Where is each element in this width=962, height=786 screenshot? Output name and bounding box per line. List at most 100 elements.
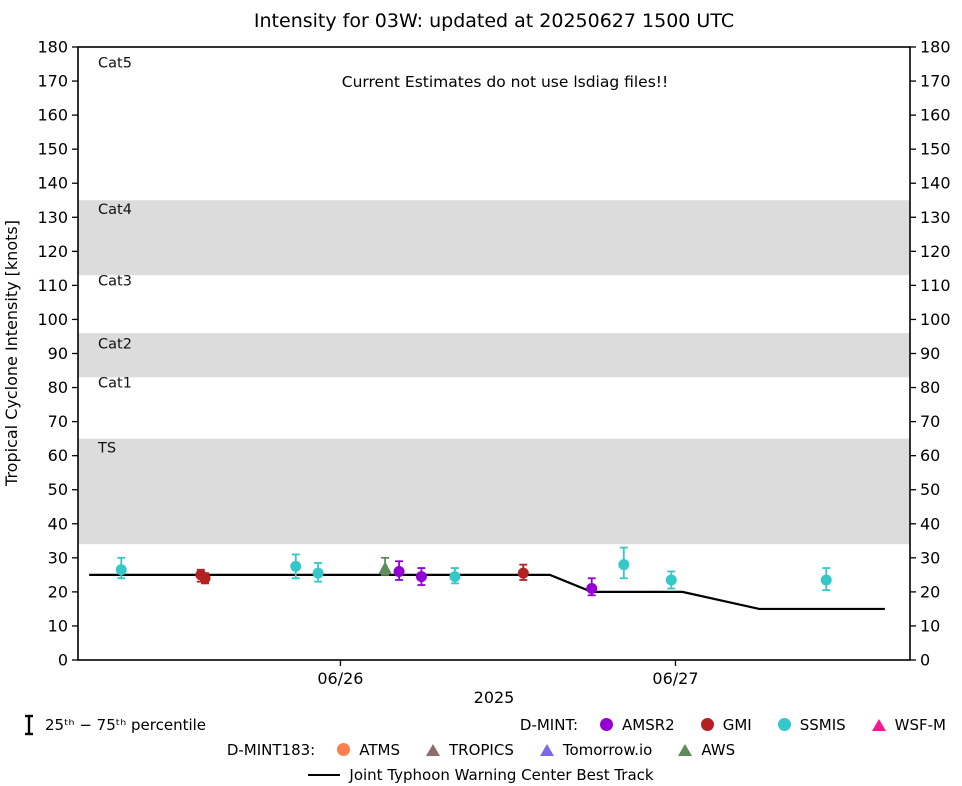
legend-item-label: Joint Typhoon Warning Center Best Track — [349, 765, 654, 784]
legend-best-track: Joint Typhoon Warning Center Best Track — [308, 765, 654, 784]
ytick-right: 20 — [920, 582, 940, 601]
point-AMSR2 — [586, 582, 598, 594]
ytick-right: 180 — [920, 38, 951, 57]
band-TS — [78, 438, 910, 545]
legend-group-dmint-items: AMSR2 GMI SSMIS WSF-M — [600, 716, 946, 734]
legend-group-dmint183-items: ATMS TROPICS Tomorrow.io AWS — [337, 741, 735, 759]
triangle-marker-icon — [425, 743, 440, 756]
ytick-right: 50 — [920, 480, 940, 499]
ytick-left: 70 — [48, 412, 68, 431]
ytick-left: 60 — [48, 446, 68, 465]
circle-marker-icon — [700, 718, 714, 731]
ytick-left: 10 — [48, 616, 68, 635]
band-Cat2 — [78, 333, 910, 378]
ytick-right: 10 — [920, 616, 940, 635]
legend-item-joint-typhoon-warning-center-best-track: Joint Typhoon Warning Center Best Track — [308, 765, 654, 784]
point-AMSR2 — [393, 565, 405, 577]
ytick-left: 80 — [48, 378, 68, 397]
legend-item-wsf-m: WSF-M — [871, 715, 946, 734]
ytick-right: 40 — [920, 514, 940, 533]
legend-item-label: WSF-M — [894, 715, 946, 734]
legend-item-atms: ATMS — [337, 741, 400, 759]
circle-marker-icon — [337, 743, 351, 756]
legend-percentile: 25ᵗʰ − 75ᵗʰ percentile — [22, 713, 206, 737]
legend-item-label: SSMIS — [799, 715, 846, 734]
legend-group-dmint-label: D-MINT: — [519, 715, 579, 734]
circle-marker-icon — [777, 718, 791, 731]
triangle-marker-icon — [871, 718, 886, 731]
point-SSMIS — [665, 574, 677, 586]
line-marker-icon — [308, 773, 341, 776]
legend-item-label: Tomorrow.io — [562, 740, 653, 759]
chart-legend: 25ᵗʰ − 75ᵗʰ percentile D-MINT: AMSR2 GMI S… — [0, 710, 962, 786]
ytick-right: 60 — [920, 446, 940, 465]
intensity-plot: TS Cat1 Cat2 Cat3 Cat4 Cat5 0 0 10 10 20 20 30 30 40 40… — [2, 10, 951, 707]
band-label-cat3: Cat3 — [98, 273, 132, 289]
ytick-left: 170 — [37, 72, 68, 91]
ytick-right: 130 — [920, 208, 951, 227]
ytick-left: 150 — [37, 140, 68, 159]
triangle-marker-icon — [678, 743, 693, 756]
legend-row-1: 25ᵗʰ − 75ᵗʰ percentile D-MINT: AMSR2 GMI S… — [0, 713, 962, 736]
xtick: 06/26 — [317, 669, 363, 688]
legend-item-label: AWS — [701, 740, 736, 759]
ytick-right: 170 — [920, 72, 951, 91]
ytick-left: 140 — [37, 174, 68, 193]
chart-title: Intensity for 03W: updated at 20250627 1… — [254, 10, 734, 32]
point-SSMIS — [449, 571, 461, 583]
legend-item-amsr2: AMSR2 — [600, 716, 675, 734]
ytick-left: 90 — [48, 344, 68, 363]
ytick-left: 50 — [48, 480, 68, 499]
legend-row-3: Joint Typhoon Warning Center Best Track — [0, 763, 962, 786]
xtick: 06/27 — [652, 669, 698, 688]
triangle-marker-icon — [539, 743, 554, 756]
ytick-left: 130 — [37, 208, 68, 227]
legend-item-label: AMSR2 — [622, 715, 675, 734]
best-track-line — [89, 573, 885, 611]
ytick-left: 160 — [37, 106, 68, 125]
ytick-right: 90 — [920, 344, 940, 363]
ytick-right: 110 — [920, 276, 951, 295]
y-axis-label: Tropical Cyclone Intensity [knots] — [2, 220, 21, 487]
band-Cat4 — [78, 200, 910, 276]
legend-group-dmint183-label: D-MINT183: — [226, 740, 316, 759]
legend-item-gmi: GMI — [700, 715, 752, 734]
legend-item-label: GMI — [722, 715, 752, 734]
point-AMSR2 — [415, 571, 427, 583]
ytick-left: 180 — [37, 38, 68, 57]
band-label-cat2: Cat2 — [98, 336, 132, 352]
legend-item-label: ATMS — [359, 740, 400, 759]
point-SSMIS — [618, 559, 630, 571]
point-GMI — [517, 567, 529, 579]
band-label-cat4: Cat4 — [98, 202, 132, 218]
x-axis-label: 2025 — [474, 688, 515, 707]
legend-row-2: D-MINT183: ATMS TROPICS Tomorrow.io AWS — [0, 738, 962, 761]
legend-item-tropics: TROPICS — [425, 741, 514, 759]
band-label-cat1: Cat1 — [98, 376, 132, 392]
circle-marker-icon — [600, 718, 614, 731]
ytick-left: 0 — [58, 651, 68, 670]
ytick-right: 160 — [920, 106, 951, 125]
ytick-left: 30 — [48, 548, 68, 567]
axes-frame — [77, 46, 911, 661]
ytick-right: 120 — [920, 242, 951, 261]
band-label-cat5: Cat5 — [98, 55, 132, 71]
point-SSMIS — [115, 564, 127, 576]
point-SSMIS — [290, 560, 302, 572]
legend-item-tomorrow-io: Tomorrow.io — [539, 740, 653, 759]
point-GMI — [199, 572, 211, 584]
ytick-right: 140 — [920, 174, 951, 193]
point-SSMIS — [820, 574, 832, 586]
ytick-right: 100 — [920, 310, 951, 329]
ytick-right: 70 — [920, 412, 940, 431]
plot-content: TS Cat1 Cat2 Cat3 Cat4 Cat5 0 0 10 10 20 20 30 30 40 40… — [37, 38, 950, 689]
errorbar-icon — [25, 714, 33, 735]
point-AWS — [378, 561, 392, 574]
ytick-right: 150 — [920, 140, 951, 159]
ytick-left: 120 — [37, 242, 68, 261]
ytick-right: 30 — [920, 548, 940, 567]
ytick-left: 40 — [48, 514, 68, 533]
ytick-right: 0 — [920, 651, 930, 670]
ytick-right: 80 — [920, 378, 940, 397]
